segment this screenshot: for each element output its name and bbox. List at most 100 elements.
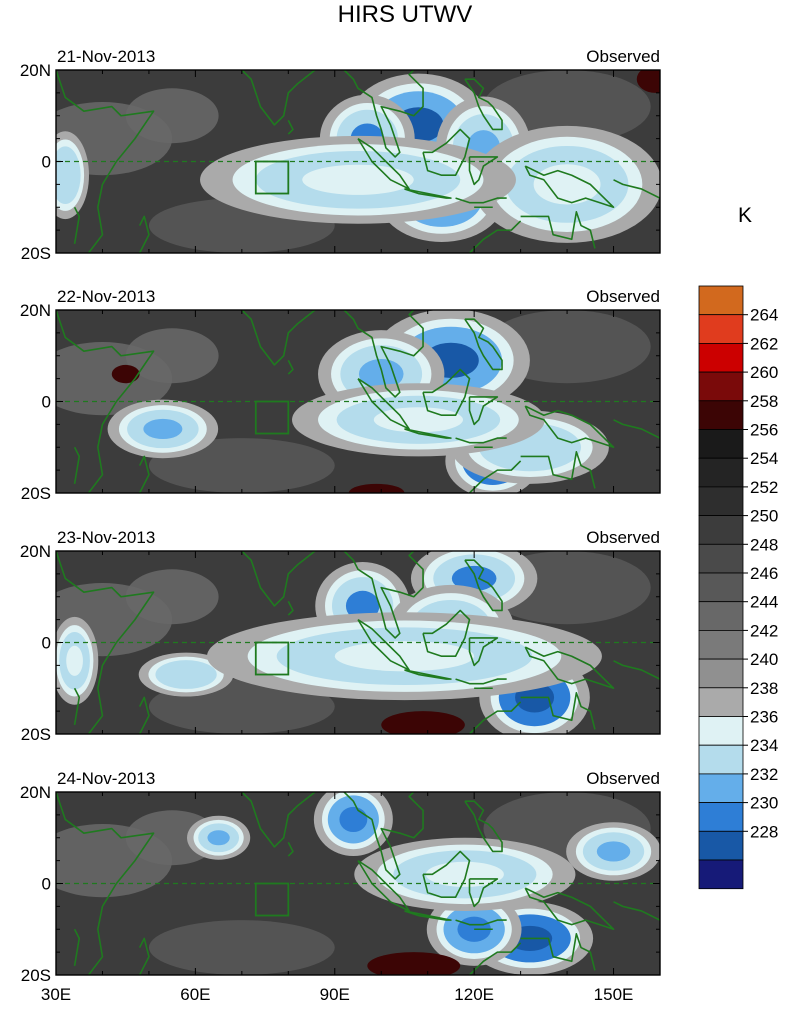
colorbar-label: 246 [750, 564, 778, 583]
map-panel: 20N 0 20S 22-Nov-2013 Observed [20, 287, 661, 503]
lon-tick-label: 150E [594, 985, 634, 1004]
coastline [455, 678, 507, 685]
colorbar-swatch [698, 342, 744, 373]
lat-tick-label: 20N [20, 301, 51, 320]
colorbar-swatch [698, 457, 744, 488]
coastline [357, 377, 410, 430]
panel-tag: Observed [586, 287, 660, 306]
lat-tick-label: 20N [20, 542, 51, 561]
colorbar-label: 240 [750, 650, 778, 669]
field-core [533, 164, 601, 205]
colorbar-swatch [698, 371, 744, 402]
colorbar-swatch [698, 285, 744, 316]
coastline [181, 70, 183, 71]
coastline [73, 928, 81, 966]
lat-tick-label: 20S [21, 484, 51, 503]
coastline [240, 792, 317, 848]
coastline [422, 609, 471, 658]
coastline [357, 618, 410, 671]
lat-tick-label: 20N [20, 783, 51, 802]
lat-tick-label: 0 [42, 875, 51, 894]
lon-tick-label: 90E [320, 985, 350, 1004]
region-box [254, 400, 290, 435]
field-core [636, 70, 660, 93]
field-core [334, 641, 475, 672]
coastline [287, 841, 294, 857]
coastline [524, 646, 615, 690]
colorbar-label: 248 [750, 535, 778, 554]
colorbar-swatch [698, 486, 744, 516]
coastline [357, 137, 410, 190]
lat-tick-label: 20S [21, 725, 51, 744]
field-core [358, 358, 404, 390]
coastline [520, 451, 596, 489]
coastline [464, 559, 503, 612]
coastline [181, 792, 183, 793]
colorbar-label: 228 [750, 822, 778, 841]
coastline [181, 551, 183, 552]
field-band [125, 328, 219, 384]
coastline [524, 165, 615, 209]
lon-tick-label: 120E [454, 985, 494, 1004]
coastline [464, 800, 503, 853]
panel-tag: Observed [586, 769, 660, 788]
colorbar-swatch [698, 314, 744, 344]
panel-date: 24-Nov-2013 [57, 769, 155, 788]
coastline [404, 910, 452, 921]
lat-tick-label: 0 [42, 393, 51, 412]
coastline [468, 942, 522, 975]
coastline [524, 405, 615, 449]
coastline [520, 692, 596, 730]
coastline [138, 696, 150, 734]
field-band [125, 88, 219, 144]
colorbar-label: 254 [750, 449, 778, 468]
panel-date: 22-Nov-2013 [57, 287, 155, 306]
colorbar-label: 244 [750, 593, 778, 612]
field-core [207, 830, 230, 846]
colorbar-unit-label: K [738, 204, 752, 227]
colorbar-label: 234 [750, 736, 778, 755]
colorbar-swatch [698, 859, 744, 890]
colorbar-swatch [698, 716, 744, 746]
coastline [468, 878, 499, 908]
field-core [169, 666, 203, 683]
map-panel: 20N 0 20S 21-Nov-2013 Observed [20, 47, 661, 263]
colorbar-swatch [698, 630, 744, 660]
colorbar-label: 238 [750, 679, 778, 698]
coastline [342, 310, 424, 398]
coastline [73, 446, 81, 484]
coastline [613, 660, 660, 680]
colorbar-label: 236 [750, 708, 778, 727]
colorbar-swatch [698, 572, 744, 603]
field-core [367, 952, 461, 975]
lat-tick-label: 20S [21, 966, 51, 985]
coastline [56, 792, 155, 975]
panel-tag: Observed [586, 528, 660, 547]
coastline [455, 197, 507, 204]
coastline [73, 206, 81, 244]
coastline [422, 128, 471, 177]
field-core [66, 645, 83, 676]
coastline [240, 70, 317, 126]
colorbar-label: 250 [750, 507, 778, 526]
field-band [125, 569, 219, 625]
coastline [404, 188, 452, 199]
colorbar-swatch [698, 744, 744, 775]
lat-tick-label: 20N [20, 61, 51, 80]
lon-tick-label: 60E [180, 985, 210, 1004]
coastline [468, 396, 499, 426]
coastline [181, 310, 183, 311]
coastline [73, 687, 81, 725]
coastline [56, 551, 155, 734]
colorbar-label: 256 [750, 421, 778, 440]
coastline [138, 937, 150, 975]
colorbar-swatch [698, 601, 744, 631]
coastline [138, 455, 150, 493]
colorbar-swatch [698, 400, 744, 430]
coastline [520, 211, 596, 249]
colorbar-label: 258 [750, 392, 778, 411]
field-core [111, 364, 140, 384]
colorbar-swatch [698, 658, 744, 689]
field-core [425, 861, 504, 887]
coastline [287, 119, 294, 135]
